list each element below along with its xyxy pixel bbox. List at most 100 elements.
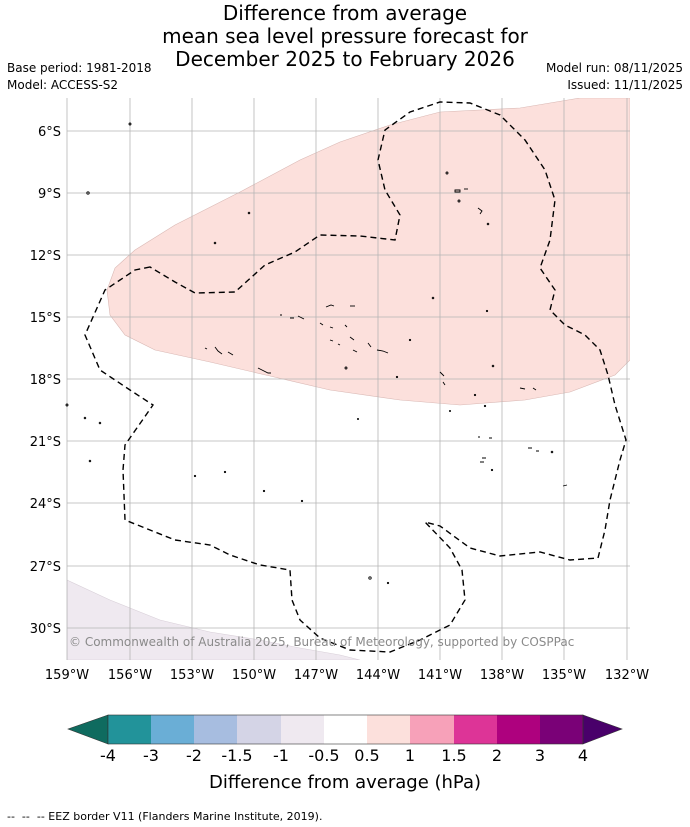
- island: [448, 409, 452, 413]
- island: [344, 366, 348, 370]
- colorbar-low-arrow: [67, 714, 109, 745]
- lat-label: 24°S: [30, 497, 61, 512]
- island: [213, 241, 217, 245]
- island: [83, 416, 87, 420]
- title-line-2: mean sea level pressure forecast for: [162, 24, 528, 48]
- colorbar-ticks: -4 -3 -2 -1.5 -1 -0.5 0.5 1 1.5 2 3 4: [100, 746, 588, 765]
- positive-anomaly-region: [106, 98, 630, 406]
- title-line-1: Difference from average: [222, 1, 468, 25]
- colorbar-label: Difference from average (hPa): [209, 772, 481, 793]
- lon-label: 138°W: [480, 668, 524, 683]
- colorbar-segment: [410, 715, 454, 744]
- island: [431, 296, 435, 300]
- colorbar-segment: [454, 715, 497, 744]
- island: [65, 403, 69, 407]
- colorbar-tick-label: 4: [578, 746, 588, 765]
- colorbar-segment: [367, 715, 410, 744]
- island: [478, 436, 492, 439]
- island: [445, 171, 449, 175]
- colorbar-tick-label: -1: [273, 746, 289, 765]
- island: [485, 309, 489, 313]
- island: [519, 387, 526, 390]
- longitude-gridlines: [66, 98, 628, 660]
- lon-label: 159°W: [45, 668, 89, 683]
- lon-label: 150°W: [232, 668, 276, 683]
- island: [528, 447, 539, 452]
- island: [386, 581, 390, 585]
- lat-label: 18°S: [30, 373, 61, 388]
- latitude-labels: 6°S 9°S 12°S 15°S 18°S 21°S 24°S 27°S 30…: [30, 125, 61, 637]
- island: [98, 421, 102, 425]
- lat-label: 27°S: [30, 560, 61, 575]
- colorbar-high-arrow: [582, 714, 623, 745]
- islands: [65, 122, 568, 585]
- lon-label: 135°W: [542, 668, 586, 683]
- colorbar-segment: [497, 715, 540, 744]
- colorbar-tick-label: -4: [100, 746, 116, 765]
- colorbar-tick-label: 0.5: [354, 746, 379, 765]
- colorbar-tick-label: -0.5: [308, 746, 339, 765]
- island: [223, 470, 227, 474]
- lat-label: 9°S: [38, 187, 61, 202]
- island: [486, 222, 490, 226]
- island: [408, 338, 412, 342]
- island: [457, 199, 461, 203]
- island: [562, 484, 568, 487]
- island: [247, 211, 251, 215]
- lat-label: 6°S: [38, 125, 61, 140]
- lat-label: 30°S: [30, 622, 61, 637]
- island: [368, 576, 372, 580]
- eez-borders: [84, 101, 627, 653]
- island: [319, 322, 348, 329]
- island: [280, 314, 305, 320]
- lat-label: 21°S: [30, 435, 61, 450]
- title-line-3: December 2025 to February 2026: [175, 47, 515, 71]
- issued-date: Issued: 11/11/2025: [567, 78, 683, 92]
- island: [193, 474, 197, 478]
- colorbar-tick-label: 3: [535, 746, 545, 765]
- base-period: Base period: 1981-2018: [7, 61, 152, 75]
- colorbar-tick-label: -3: [143, 746, 159, 765]
- latitude-gridlines: [67, 130, 630, 629]
- colorbar-segment: [151, 715, 194, 744]
- colorbar-tick-label: -2: [186, 746, 202, 765]
- colorbar-segment: [194, 715, 237, 744]
- colorbar-tick-label: 1: [405, 746, 415, 765]
- colorbar-segment: [324, 715, 367, 744]
- lat-label: 15°S: [30, 311, 61, 326]
- island: [550, 450, 554, 454]
- colorbar-segment: [540, 715, 583, 744]
- island: [325, 304, 335, 308]
- colorbar-segment: [281, 715, 324, 744]
- eez-french-polynesia: [84, 101, 627, 653]
- island: [262, 489, 266, 493]
- lon-label: 153°W: [170, 668, 214, 683]
- island: [356, 417, 360, 421]
- lon-label: 147°W: [294, 668, 338, 683]
- island: [473, 393, 477, 397]
- island: [483, 404, 487, 408]
- island: [128, 122, 132, 126]
- lon-label: 156°W: [108, 668, 152, 683]
- lon-label: 141°W: [418, 668, 462, 683]
- island: [480, 457, 486, 463]
- island: [395, 375, 399, 379]
- longitude-labels: 159°W 156°W 153°W 150°W 147°W 144°W 141°…: [45, 668, 649, 683]
- island: [352, 342, 389, 354]
- island: [439, 371, 446, 386]
- island: [329, 336, 355, 346]
- colorbar-segment: [108, 715, 151, 744]
- lon-label: 132°W: [605, 668, 649, 683]
- colorbar-segment: [237, 715, 281, 744]
- island: [257, 367, 271, 374]
- colorbar: [67, 714, 623, 745]
- island: [477, 207, 483, 215]
- lon-label: 144°W: [356, 668, 400, 683]
- island: [204, 346, 234, 356]
- island: [88, 459, 92, 463]
- island: [491, 364, 495, 368]
- colorbar-tick-label: 1.5: [441, 746, 466, 765]
- island: [454, 189, 461, 193]
- island: [86, 191, 90, 195]
